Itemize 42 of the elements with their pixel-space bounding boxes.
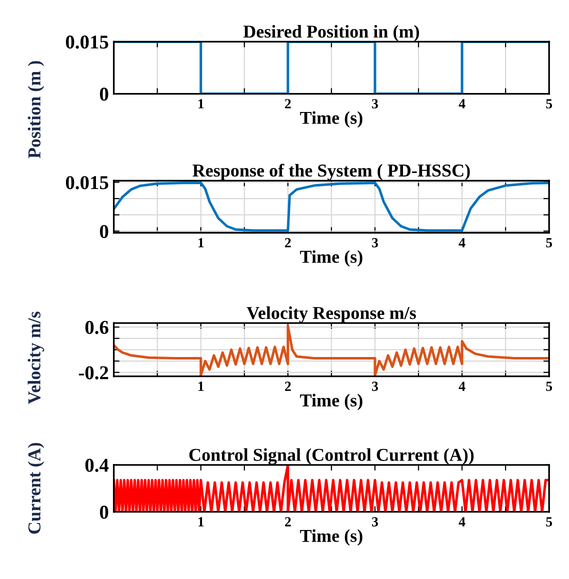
x-tick-label: 3 [372, 382, 378, 391]
x-tick-label: 1 [198, 238, 204, 248]
y-axis-title: Velocity m/s [28, 312, 44, 404]
x-tick-label: 4 [458, 238, 466, 248]
x-tick-label: 5 [546, 99, 552, 108]
chart-title: Control Signal (Control Current (A)) [189, 448, 474, 465]
x-tick-label: 4 [458, 99, 466, 108]
x-tick-label: 2 [285, 517, 291, 526]
chart-title: Desired Position in (m) [243, 24, 420, 42]
y-tick-label: 0.4 [85, 458, 109, 472]
chart-title: Velocity Response m/s [246, 306, 416, 323]
y-tick-label: 0 [100, 506, 108, 519]
x-tick-label: 3 [372, 517, 378, 526]
x-tick-label: 5 [546, 382, 552, 391]
x-tick-label: 4 [458, 517, 466, 526]
x-axis-title: Time (s) [300, 250, 362, 267]
x-tick-label: 4 [458, 382, 466, 391]
y-axis-title: Current (A) [28, 442, 44, 534]
x-tick-label: 1 [198, 517, 204, 526]
y-tick-label: 0 [100, 88, 108, 101]
x-tick-label: 1 [198, 382, 204, 391]
x-tick-label: 2 [285, 382, 291, 391]
line-series [114, 464, 550, 512]
y-tick-label: 0.6 [85, 320, 108, 334]
x-tick-label: 2 [285, 99, 291, 108]
x-tick-label: 3 [372, 238, 378, 248]
y-axis-title: Position (m ) [28, 61, 44, 158]
y-tick-label: -0.2 [78, 366, 108, 380]
x-tick-label: 5 [546, 238, 552, 248]
x-axis-title: Time (s) [300, 394, 362, 410]
line-series [114, 324, 550, 376]
x-axis-title: Time (s) [300, 111, 362, 128]
x-axis-title: Time (s) [300, 529, 362, 546]
chart-title: Response of the System ( PD-HSSC) [192, 164, 470, 180]
x-tick-label: 5 [546, 517, 552, 526]
x-tick-label: 1 [198, 99, 204, 108]
line-series [114, 182, 550, 232]
y-tick-label: 0.015 [66, 36, 108, 49]
y-tick-label: 0 [100, 224, 108, 238]
x-tick-label: 3 [372, 99, 378, 108]
x-tick-label: 2 [285, 238, 291, 248]
y-tick-label: 0.015 [66, 176, 108, 190]
